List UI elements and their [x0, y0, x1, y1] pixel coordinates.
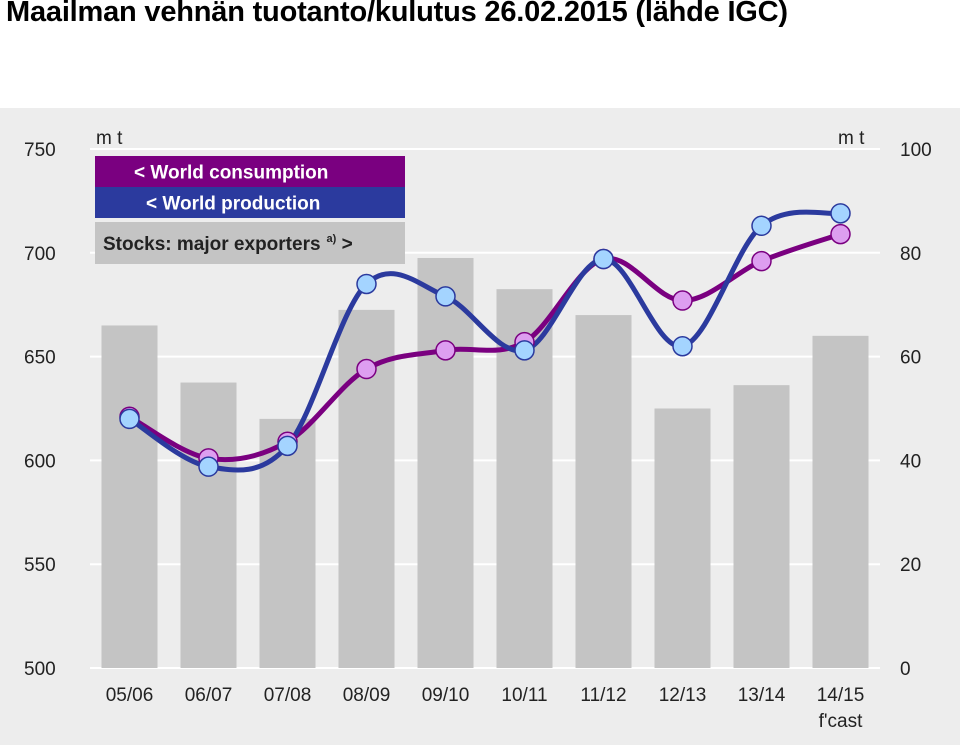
- y-left-tick-label: 750: [24, 140, 56, 161]
- legend-label: < World consumption: [134, 163, 328, 184]
- legend-superscript: a): [327, 233, 337, 245]
- world-consumption-point: [356, 358, 377, 380]
- stocks-bar: [733, 385, 790, 668]
- y-right-unit: m t: [838, 128, 865, 149]
- world-consumption-point: [672, 290, 693, 311]
- stocks-bar: [575, 315, 632, 668]
- world-production-point: [514, 340, 535, 361]
- stocks-bar: [654, 408, 711, 668]
- bar-layer: [101, 257, 869, 668]
- stocks-bar: [417, 257, 474, 668]
- x-tick-label: 13/14: [738, 685, 786, 706]
- x-tick-label: 05/06: [106, 685, 154, 706]
- x-tick-label: 11/12: [580, 685, 626, 706]
- world-consumption-point: [435, 340, 456, 361]
- marker-layer: [119, 203, 851, 477]
- y-right-tick-label: 0: [900, 659, 911, 680]
- world-production-point: [277, 435, 298, 457]
- x-tick-label: 06/07: [185, 685, 233, 706]
- line-layer: [127, 209, 843, 473]
- legend-suffix: >: [336, 234, 352, 255]
- world-production-point: [593, 248, 614, 270]
- legend-swatch: [95, 156, 405, 187]
- x-tick-label: 10/11: [501, 685, 547, 706]
- y-right-tick-label: 20: [900, 555, 921, 576]
- x-tick-label: 07/08: [264, 685, 312, 706]
- legend-label: < World production: [146, 194, 320, 215]
- y-left-unit: m t: [96, 128, 123, 149]
- world-consumption-line: [127, 231, 843, 463]
- y-left-tick-label: 600: [24, 451, 56, 472]
- world-production-point: [356, 273, 377, 295]
- y-left-tick-label: 650: [24, 348, 56, 369]
- page-title: Maailman vehnän tuotanto/kulutus 26.02.2…: [6, 0, 788, 28]
- world-production-point: [119, 408, 140, 430]
- stocks-bar: [101, 325, 158, 668]
- world-production-point: [751, 215, 772, 237]
- world-consumption-point: [751, 250, 772, 272]
- legend-label: Stocks: major exporters a) >: [103, 233, 353, 255]
- x-tick-label: 12/13: [659, 685, 707, 706]
- world-consumption-point: [830, 223, 851, 245]
- x-tick-label: 09/10: [422, 685, 470, 706]
- axis-layer: 500 550 600 650 700 750 0 20 40 60 80 100 m t m t 05/0…: [24, 128, 932, 732]
- y-left-tick-label: 700: [24, 244, 56, 265]
- legend-swatch: [95, 222, 405, 264]
- x-tick-label: 14/15: [817, 685, 865, 706]
- y-left-tick-label: 550: [24, 555, 56, 576]
- world-production-point: [830, 203, 851, 224]
- y-right-tick-label: 80: [900, 244, 921, 265]
- y-right-tick-label: 40: [900, 451, 921, 472]
- stocks-bar: [259, 418, 316, 668]
- y-right-tick-label: 60: [900, 348, 921, 369]
- y-right-tick-label: 100: [900, 140, 932, 161]
- x-tick-label: 08/09: [343, 685, 391, 706]
- world-production-point: [672, 335, 693, 357]
- x-tick-note: f'cast: [819, 711, 863, 732]
- stocks-bar: [180, 382, 237, 668]
- y-left-tick-label: 500: [24, 659, 56, 680]
- legend-swatch: [95, 187, 405, 218]
- world-production-point: [435, 286, 456, 307]
- world-production-line: [127, 209, 843, 473]
- stocks-bar: [812, 335, 869, 668]
- world-production-point: [198, 456, 219, 477]
- legend: < World consumption < World production Sto…: [95, 156, 405, 264]
